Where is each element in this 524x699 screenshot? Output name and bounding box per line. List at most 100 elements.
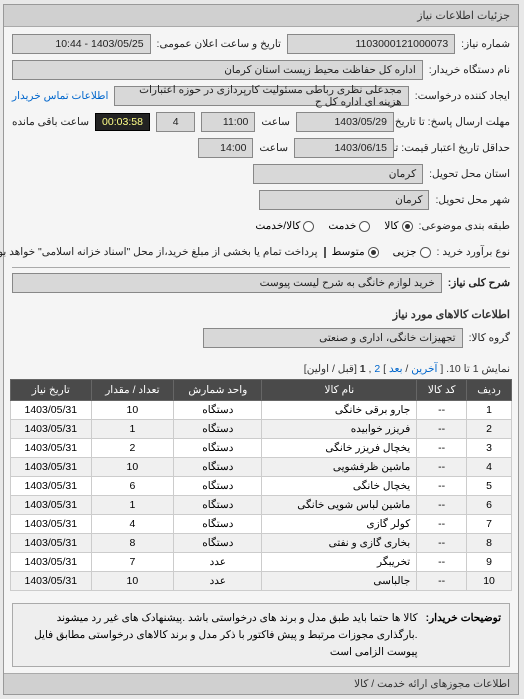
row-req-no: شماره نیاز: 1103000121000073 تاریخ و ساع…	[13, 33, 511, 55]
table-cell: 10	[92, 572, 175, 591]
table-cell: --	[418, 572, 468, 591]
table-cell: 5	[468, 477, 513, 496]
table-cell: دستگاه	[175, 477, 263, 496]
note-label: توضیحات خریدار:	[427, 610, 502, 660]
at-label-2: ساعت	[260, 142, 289, 154]
table-cell: --	[418, 477, 468, 496]
table-row: 10--جالباسیعدد101403/05/31	[12, 572, 513, 591]
prov-field: کرمان	[254, 164, 424, 184]
desc-label: شرح کلی نیاز:	[449, 277, 511, 289]
table-cell: عدد	[175, 553, 263, 572]
table-cell: 9	[468, 553, 513, 572]
table-cell: ماشین ظرفشویی	[263, 458, 418, 477]
items-section-title: اطلاعات کالاهای مورد نیاز	[5, 304, 519, 325]
pkg-opt-a-label: کالا	[385, 220, 399, 232]
items-table: ردیفکد کالانام کالاواحد شمارشتعداد / مقد…	[11, 379, 513, 591]
footer-bar: اطلاعات مجوزهای ارائه خدمت / کالا	[5, 673, 519, 694]
radio-icon	[369, 247, 380, 258]
table-cell: --	[418, 496, 468, 515]
remaining-label: ساعت باقی مانده	[13, 116, 90, 128]
pager-comma: ,	[370, 363, 373, 375]
table-row: 7--کولر گازیدستگاه41403/05/31	[12, 515, 513, 534]
table-cell: 10	[92, 401, 175, 420]
pay-note: پرداخت تمام یا بخشی از مبلغ خرید،از محل …	[0, 246, 319, 258]
table-cell: --	[418, 439, 468, 458]
buy-opt-b[interactable]: متوسط	[333, 246, 380, 258]
table-cell: بخاری گازی و نفتی	[263, 534, 418, 553]
table-col-header: کد کالا	[418, 380, 468, 401]
table-cell: --	[418, 515, 468, 534]
radio-icon	[421, 247, 432, 258]
table-cell: 1403/05/31	[12, 439, 93, 458]
pkg-opt-c[interactable]: کالا/خدمت	[256, 220, 315, 232]
details-panel: جزئیات اطلاعات نیاز شماره نیاز: 11030001…	[4, 4, 520, 695]
row-deadline-send: مهلت ارسال پاسخ: تا تاریخ: 1403/05/29 سا…	[13, 111, 511, 133]
pkg-opt-b[interactable]: خدمت	[329, 220, 371, 232]
table-cell: دستگاه	[175, 439, 263, 458]
table-row: 6--ماشین لباس شویی خانگیدستگاه11403/05/3…	[12, 496, 513, 515]
req-no-label: شماره نیاز:	[462, 38, 511, 50]
creator-label: ایجاد کننده درخواست:	[416, 90, 511, 102]
table-cell: 1403/05/31	[12, 515, 93, 534]
table-cell: دستگاه	[175, 401, 263, 420]
row-prov: استان محل تحویل: کرمان	[13, 163, 511, 185]
desc-field: خرید لوازم خانگی به شرح لیست پیوست	[13, 273, 443, 293]
row-group: گروه کالا: تجهیزات خانگی، اداری و صنعتی	[13, 327, 511, 349]
table-col-header: تعداد / مقدار	[92, 380, 175, 401]
row-pkg: طبقه بندی موضوعی: کالا خدمت کالا/خدمت	[13, 215, 511, 237]
buyer-field: اداره کل حفاظت محیط زیست استان کرمان	[13, 60, 424, 80]
table-body: 1--جارو برقی خانگیدستگاه101403/05/312--ف…	[12, 401, 513, 591]
group-row-wrap: گروه کالا: تجهیزات خانگی، اداری و صنعتی	[5, 325, 519, 359]
pager-last[interactable]: آخرین	[412, 363, 438, 375]
pager-next[interactable]: بعد	[390, 363, 404, 375]
radio-icon	[403, 221, 414, 232]
delivery-label: حداقل تاریخ اعتبار قیمت: تا تاریخ:	[401, 142, 511, 154]
pager: نمایش 1 تا 10. [ آخرین / بعد ] 2 , 1 [قب…	[5, 359, 519, 379]
table-row: 5--یخچال خانگیدستگاه61403/05/31	[12, 477, 513, 496]
table-cell: 1	[92, 496, 175, 515]
row-desc: شرح کلی نیاز: خرید لوازم خانگی به شرح لی…	[13, 272, 511, 294]
table-cell: 8	[92, 534, 175, 553]
panel-title: جزئیات اطلاعات نیاز	[5, 5, 519, 27]
buy-type-label: نوع برآورد خرید :	[438, 246, 511, 258]
pkg-opt-c-label: کالا/خدمت	[256, 220, 301, 232]
table-cell: 1403/05/31	[12, 572, 93, 591]
row-delivery: حداقل تاریخ اعتبار قیمت: تا تاریخ: 1403/…	[13, 137, 511, 159]
buy-opt-a[interactable]: جزیی	[394, 246, 432, 258]
pkg-opt-b-label: خدمت	[329, 220, 357, 232]
note-text: کالا ها حتما باید طبق مدل و برند های درخ…	[22, 610, 419, 660]
table-cell: ماشین لباس شویی خانگی	[263, 496, 418, 515]
pager-p1: 1	[361, 363, 367, 375]
delivery-time: 14:00	[199, 138, 254, 158]
table-cell: تخریبگر	[263, 553, 418, 572]
buyer-note: توضیحات خریدار: کالا ها حتما باید طبق مد…	[13, 603, 511, 667]
items-table-wrap: ردیفکد کالانام کالاواحد شمارشتعداد / مقد…	[5, 379, 519, 597]
group-label: گروه کالا:	[470, 332, 511, 344]
contact-link[interactable]: اطلاعات تماس خریدار	[13, 90, 109, 102]
table-cell: فریزر خوابیده	[263, 420, 418, 439]
pay-checkbox[interactable]	[325, 247, 327, 258]
pkg-opt-a[interactable]: کالا	[385, 220, 413, 232]
table-cell: 8	[468, 534, 513, 553]
table-cell: 1	[92, 420, 175, 439]
table-row: 4--ماشین ظرفشوییدستگاه101403/05/31	[12, 458, 513, 477]
deadline-send-date: 1403/05/29	[297, 112, 395, 132]
table-cell: 1	[468, 401, 513, 420]
table-col-header: واحد شمارش	[175, 380, 263, 401]
prov-label: استان محل تحویل:	[430, 168, 511, 180]
table-cell: 7	[92, 553, 175, 572]
group-field: تجهیزات خانگی، اداری و صنعتی	[204, 328, 464, 348]
creator-field: مجدعلی نظری رباطی مسئولیت کارپردازی در ح…	[115, 86, 409, 106]
countdown-timer: 00:03:58	[96, 113, 151, 131]
table-cell: 1403/05/31	[12, 458, 93, 477]
row-city: شهر محل تحویل: کرمان	[13, 189, 511, 211]
table-cell: --	[418, 420, 468, 439]
table-row: 8--بخاری گازی و نفتیدستگاه81403/05/31	[12, 534, 513, 553]
row-buy-type: نوع برآورد خرید : جزیی متوسط پرداخت تمام…	[13, 241, 511, 263]
deadline-send-label: مهلت ارسال پاسخ: تا تاریخ:	[401, 116, 511, 128]
table-cell: 6	[468, 496, 513, 515]
table-cell: 1403/05/31	[12, 477, 93, 496]
row-buyer: نام دستگاه خریدار: اداره کل حفاظت محیط ز…	[13, 59, 511, 81]
table-cell: 10	[468, 572, 513, 591]
buy-radio-group: جزیی متوسط	[333, 246, 432, 258]
